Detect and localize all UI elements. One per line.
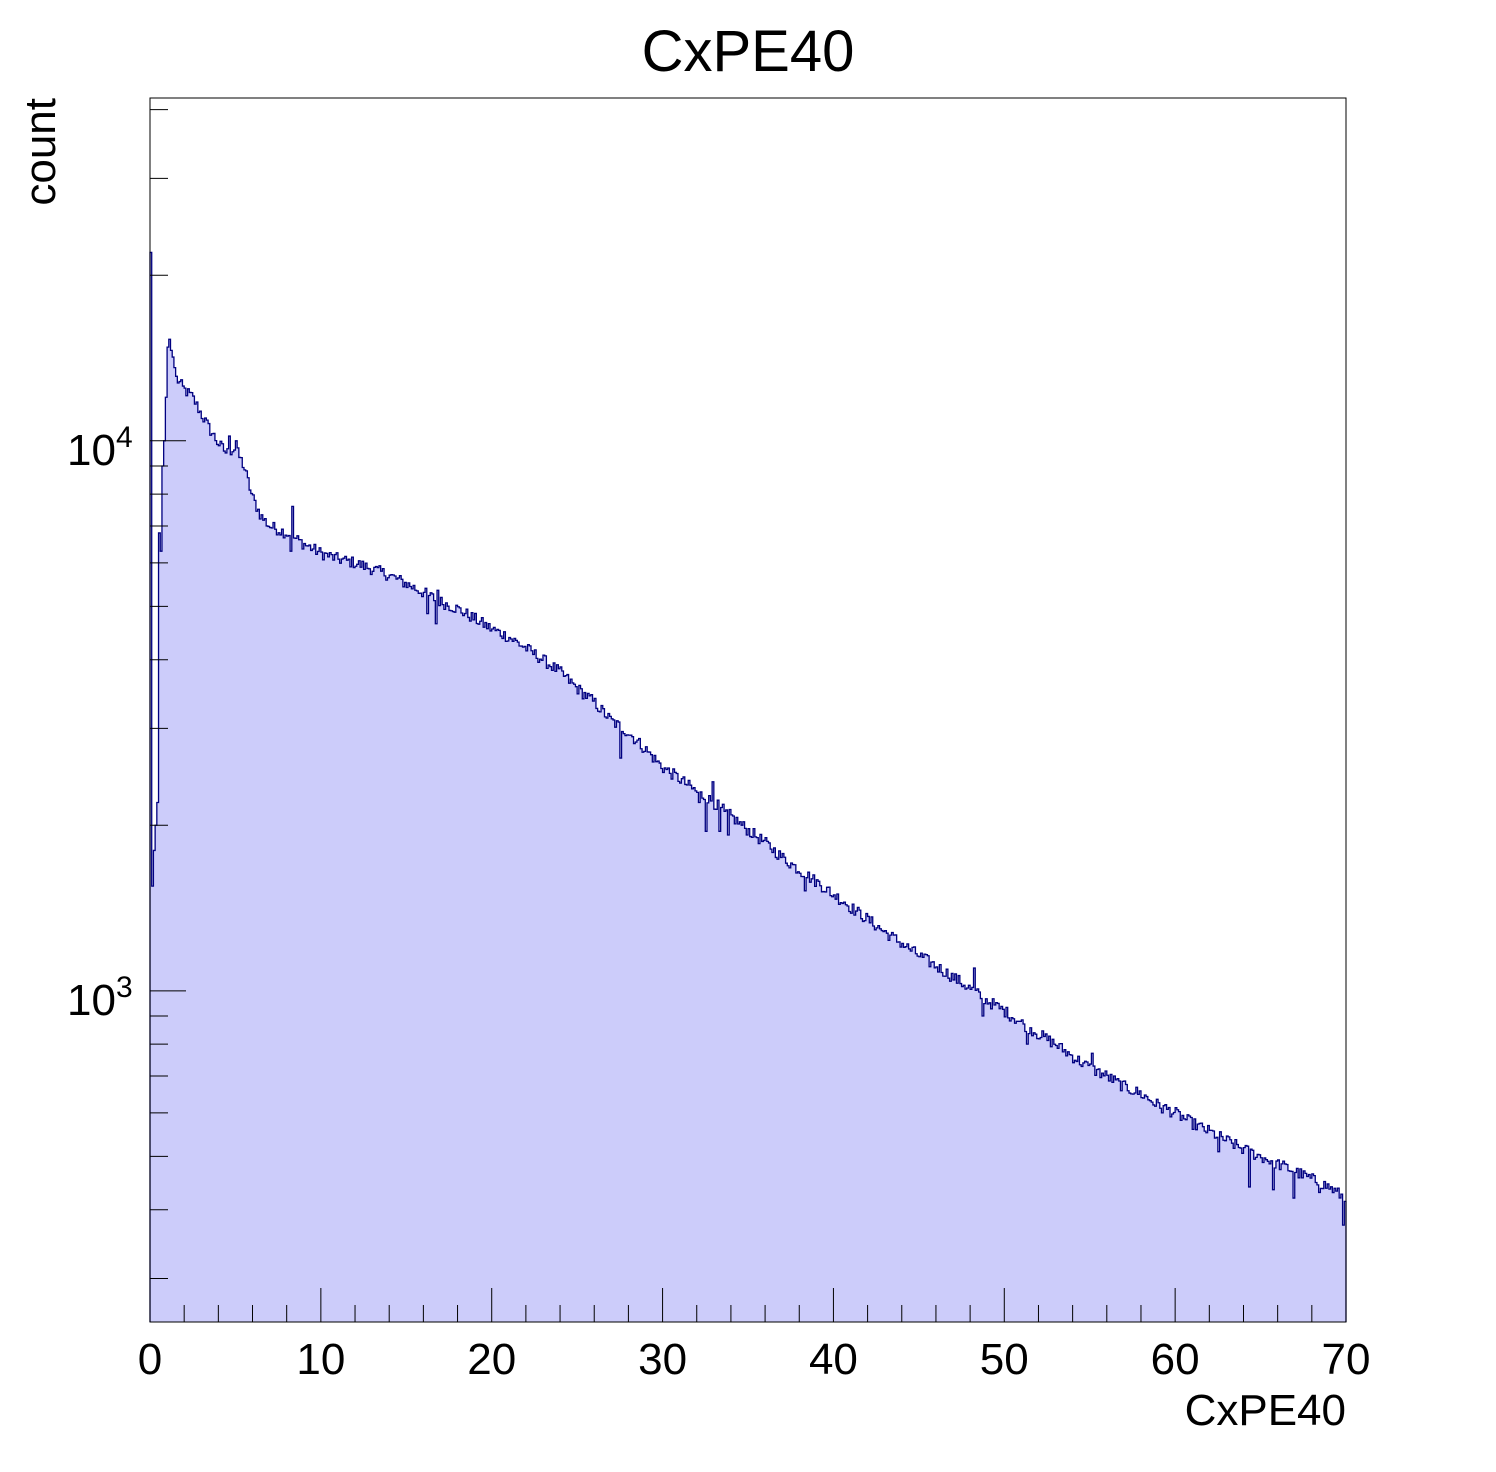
- x-tick-label: 30: [638, 1335, 687, 1384]
- x-tick-label: 10: [296, 1335, 345, 1384]
- x-tick-label: 50: [980, 1335, 1029, 1384]
- x-tick-label: 60: [1151, 1335, 1200, 1384]
- plot-area: [149, 251, 1347, 1323]
- x-tick-label: 70: [1322, 1335, 1371, 1384]
- histogram-outline: [149, 251, 1347, 1322]
- plot-frame: [149, 97, 1347, 1323]
- chart-title: CxPE40: [642, 19, 855, 84]
- x-axis: 0 10 20 30 40 50 60 70: [138, 1288, 1371, 1384]
- y-axis: 103 104: [67, 109, 186, 1279]
- y-axis-label: count: [16, 98, 65, 206]
- x-tick-label: 20: [467, 1335, 516, 1384]
- histogram-fill: [150, 252, 1346, 1323]
- y-tick-label: 104: [67, 421, 133, 475]
- x-axis-label: CxPE40: [1185, 1386, 1346, 1435]
- x-tick-label: 0: [138, 1335, 162, 1384]
- x-tick-label: 40: [809, 1335, 858, 1384]
- y-tick-label: 103: [67, 971, 133, 1025]
